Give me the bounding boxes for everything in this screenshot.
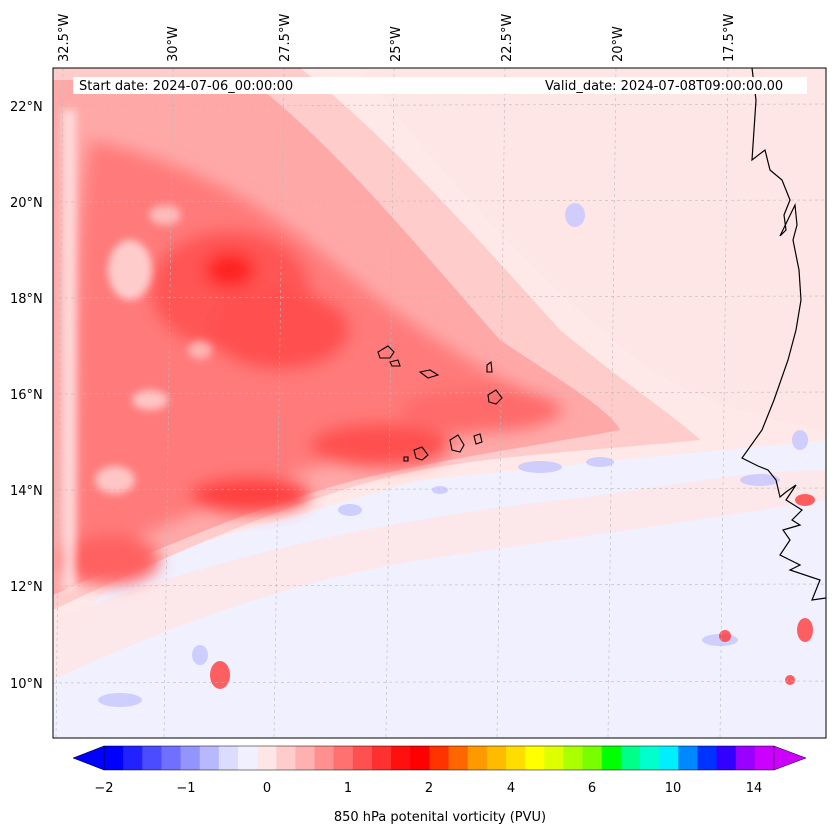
colorbar-cell [333, 746, 354, 770]
colorbar-cell [735, 746, 756, 770]
gridlines [53, 68, 826, 738]
colorbar-tick: −2 [94, 781, 113, 796]
colorbar-cell [601, 746, 622, 770]
colorbar-cell [238, 746, 258, 770]
colorbar-cell [218, 746, 239, 770]
colorbar-cell [314, 746, 335, 770]
lon-label: 20°W [611, 26, 626, 62]
colorbar-cell [142, 746, 162, 770]
lon-label: 22.5°W [500, 14, 515, 62]
lon-label: 27.5°W [278, 14, 293, 62]
lon-label: 30°W [166, 26, 181, 62]
lon-label: 25°W [389, 26, 404, 62]
colorbar-cell [467, 746, 488, 770]
lat-label: 14°N [10, 484, 43, 499]
colorbar-cell [161, 746, 181, 770]
colorbar-cell [257, 746, 277, 770]
colorbar-cell [620, 746, 641, 770]
colorbar-tick: 1 [344, 781, 352, 796]
colorbar-cell [582, 746, 603, 770]
colorbar-cell [563, 746, 583, 770]
colorbar-cell [640, 746, 660, 770]
lat-label: 16°N [10, 388, 43, 403]
colorbar-tick: 6 [588, 781, 596, 796]
colorbar-cell [123, 746, 143, 770]
colorbar-cell [352, 746, 373, 770]
colorbar-cell [199, 746, 220, 770]
colorbar-min-extend [72, 745, 105, 771]
colorbar-tick: 0 [263, 781, 271, 796]
lat-label: 10°N [10, 677, 43, 692]
colorbar-cell [372, 746, 392, 770]
pv-field [53, 68, 826, 738]
colorbar-cell [525, 746, 545, 770]
colorbar-cell [506, 746, 526, 770]
colorbar-cell [697, 746, 717, 770]
lat-label: 20°N [10, 196, 43, 211]
colorbar-tick: −1 [176, 781, 195, 796]
colorbar: −2 −1 0 1 2 4 6 10 14 850 hPa potenital … [72, 745, 807, 825]
cape-verde-islands [377, 345, 503, 462]
colorbar-cell [180, 746, 201, 770]
start-date: Start date: 2024-07-06_00:00:00 [79, 79, 293, 94]
colorbar-tick: 10 [665, 781, 682, 796]
colorbar-cell [276, 746, 296, 770]
valid-date: Valid_date: 2024-07-08T09:00:00.00 [545, 79, 783, 94]
colorbar-tick: 4 [507, 781, 515, 796]
lon-labels: 32.5°W 30°W 27.5°W 25°W 22.5°W 20°W 17.5… [57, 14, 737, 62]
lat-label: 22°N [10, 100, 43, 115]
colorbar-tick: 14 [746, 781, 763, 796]
colorbar-cell [716, 746, 737, 770]
colorbar-tick: 2 [425, 781, 433, 796]
colorbar-cell [410, 746, 430, 770]
coastline [741, 68, 826, 601]
lon-label: 32.5°W [57, 14, 72, 62]
colorbar-cell [754, 746, 775, 770]
lon-label: 17.5°W [722, 14, 737, 62]
map-frame [52, 67, 827, 739]
lat-labels: 22°N 20°N 18°N 16°N 14°N 12°N 10°N [10, 100, 43, 692]
lat-label: 12°N [10, 580, 43, 595]
lat-label: 18°N [10, 292, 43, 307]
info-bar [73, 77, 807, 94]
colorbar-max-extend [773, 745, 807, 771]
colorbar-cell [544, 746, 564, 770]
colorbar-cell [104, 746, 124, 770]
colorbar-cell [448, 746, 469, 770]
colorbar-cell [295, 746, 315, 770]
colorbar-cell [659, 746, 679, 770]
colorbar-cell [486, 746, 507, 770]
colorbar-cell [678, 746, 698, 770]
colorbar-label: 850 hPa potenital vorticity (PVU) [334, 810, 546, 825]
colorbar-cell [391, 746, 411, 770]
colorbar-cell [429, 746, 449, 770]
